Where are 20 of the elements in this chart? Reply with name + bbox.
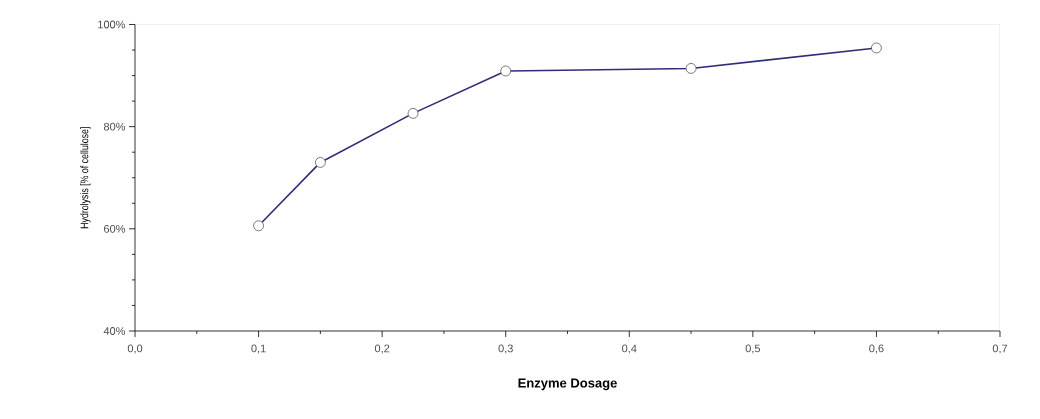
x-tick-label: 0,4 <box>622 344 637 354</box>
point <box>500 65 512 77</box>
y-tick-label: 80% <box>103 122 126 131</box>
point <box>407 107 419 119</box>
x-tick-label: 0,5 <box>745 344 761 354</box>
x-tick-label: 0,3 <box>498 344 513 354</box>
y-tick-label: 100% <box>98 20 126 29</box>
y-tick-label: 40% <box>103 327 126 335</box>
x-tick-label: 0,2 <box>374 344 390 354</box>
x-tick-label: 0,1 <box>251 344 266 354</box>
x-tick-label: 0,0 <box>127 344 143 354</box>
x-tick-label: 0,7 <box>992 344 1008 354</box>
point <box>314 157 326 168</box>
y-tick-label: 60% <box>104 224 126 233</box>
point <box>871 42 882 54</box>
y-axis-title: Hydrolysis [% of cellulose] <box>80 127 91 229</box>
x-axis-title: Enzyme Dosage <box>518 378 617 391</box>
x-tick-label: 0,6 <box>869 344 884 354</box>
point <box>685 63 697 74</box>
point <box>253 220 264 232</box>
